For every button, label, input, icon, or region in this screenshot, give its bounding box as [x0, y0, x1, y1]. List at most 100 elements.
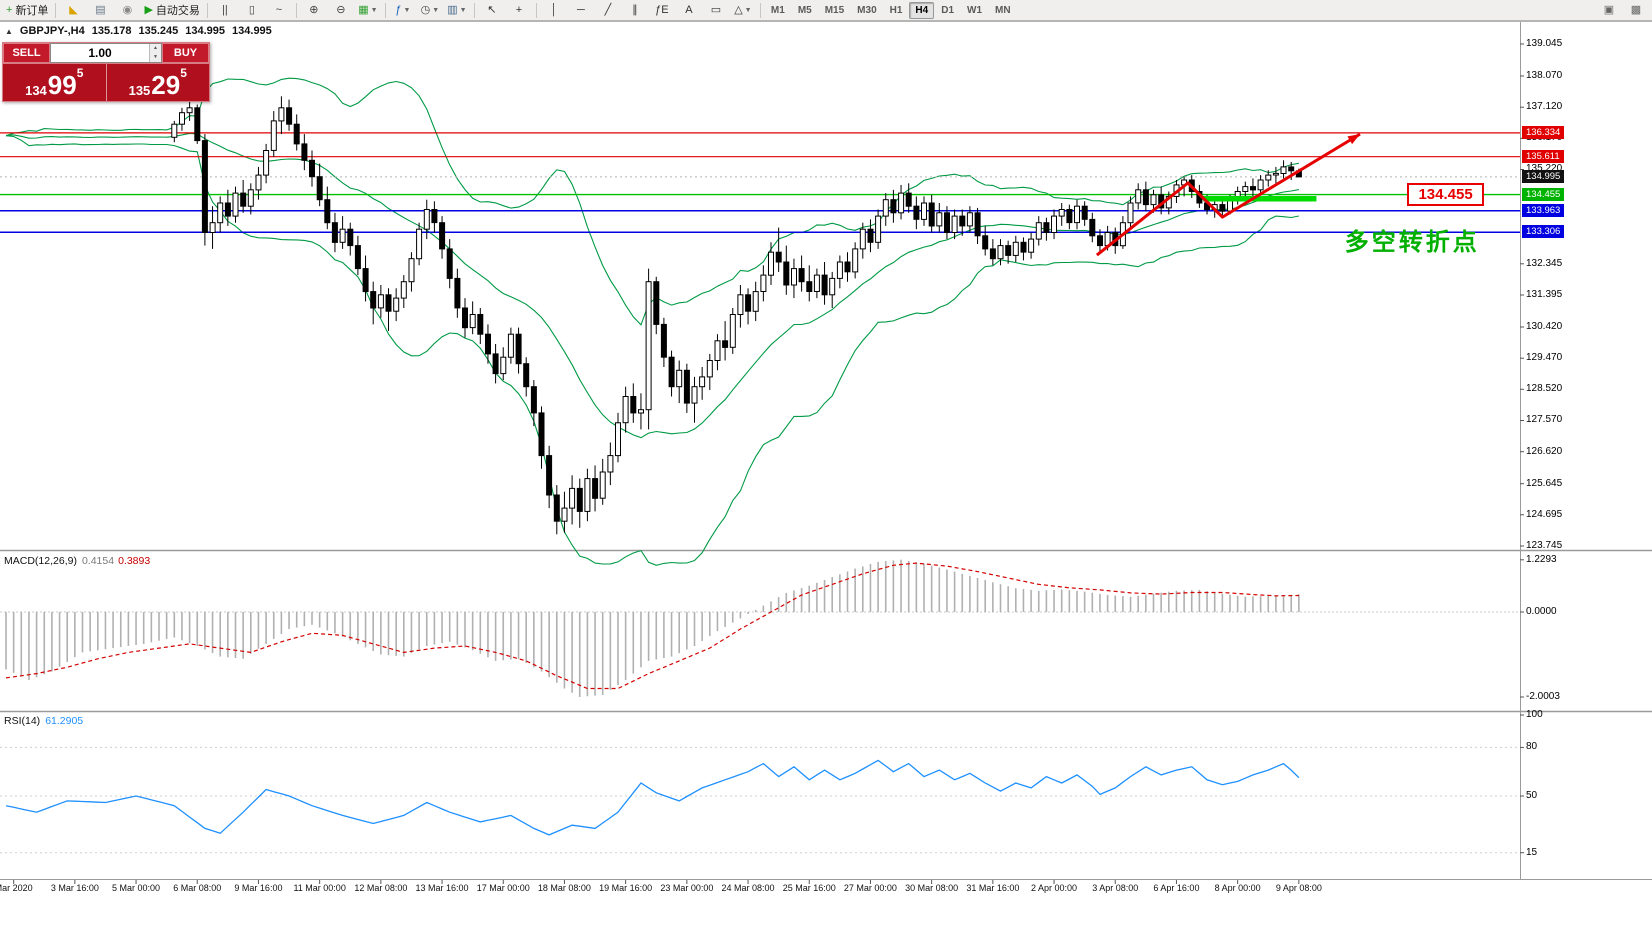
candle-body: [622, 396, 629, 424]
candle-body: [201, 140, 208, 234]
lot-decrease-button[interactable]: ▼: [150, 53, 161, 62]
line-chart-button[interactable]: ~: [266, 0, 292, 20]
lot-value[interactable]: 1.00: [88, 46, 112, 60]
rsi-label: RSI(14) 61.2905: [4, 715, 83, 727]
turning-point-note[interactable]: 多空转折点: [1344, 228, 1480, 256]
price-divider: [105, 64, 107, 101]
candle-body: [951, 215, 958, 234]
timeframe-m15[interactable]: M15: [824, 4, 845, 16]
trendline-button[interactable]: ╱: [595, 0, 621, 20]
price-badge-136.334: 136.334: [1522, 125, 1565, 139]
candle-body: [462, 307, 468, 329]
candle-body: [752, 291, 759, 312]
timeframe-m1[interactable]: M1: [770, 4, 785, 16]
hline-button[interactable]: ─: [568, 0, 594, 20]
macd-signal-line: [5, 562, 1299, 690]
crosshair-button[interactable]: +: [506, 0, 532, 20]
candle-body: [852, 248, 859, 273]
rsi-axis-label: 15: [1526, 846, 1538, 858]
candle-body: [913, 205, 920, 220]
candle-body: [821, 274, 828, 296]
channel-button[interactable]: ∥: [622, 0, 648, 20]
toolbar-separator: [759, 2, 761, 18]
buy-button[interactable]: BUY: [162, 43, 209, 63]
price-badge-135.611: 135.611: [1522, 149, 1564, 163]
new-order-button[interactable]: + 新订单: [3, 0, 51, 20]
window-cascade-button[interactable]: ▩: [1623, 0, 1649, 20]
print-icon: ▤: [95, 4, 106, 16]
candle-body: [1043, 222, 1050, 233]
window-tile-button[interactable]: ▣: [1596, 0, 1622, 20]
candle-body: [217, 202, 224, 224]
price-badge-133.963: 133.963: [1522, 203, 1565, 217]
candle-body: [775, 251, 782, 263]
info-button[interactable]: ◉: [114, 0, 140, 20]
zoom-out-button[interactable]: ⊖: [328, 0, 354, 20]
timeframe-w1[interactable]: W1: [967, 4, 983, 16]
candle-body: [898, 192, 905, 214]
candle-chart-button[interactable]: ▯: [239, 0, 265, 20]
templates-button[interactable]: ▥ ▼: [444, 0, 470, 20]
macd-axis-label: -2.0003: [1526, 691, 1560, 702]
time-axis-label: 3 Mar 16:00: [50, 883, 99, 893]
dropdown-caret-icon: ▼: [403, 6, 411, 14]
price-badge-134.455: 134.455: [1522, 187, 1565, 201]
time-axis-label: 5 Mar 00:00: [112, 883, 161, 893]
candle-body: [301, 143, 308, 161]
candle-body: [928, 202, 935, 227]
candle-body: [523, 363, 530, 388]
new-order-icon: +: [6, 4, 13, 16]
buy-price-button[interactable]: 135 29 5: [107, 64, 210, 101]
candle-body: [530, 386, 537, 414]
shapes-button[interactable]: △ ▼: [730, 0, 756, 20]
horn-icon-button[interactable]: ◣: [60, 0, 86, 20]
timeframe-m5[interactable]: M5: [797, 4, 812, 16]
candle-body: [836, 261, 843, 279]
horn-icon-icon: ◣: [69, 4, 78, 16]
lot-size-field[interactable]: 1.00 ▲ ▼: [50, 43, 162, 63]
vline-icon: │: [550, 4, 558, 16]
zoom-in-button[interactable]: ⊕: [301, 0, 327, 20]
price-flag-annotation[interactable]: 134.455: [1407, 183, 1484, 207]
new-chart-button[interactable]: ▦ ▼: [355, 0, 381, 20]
time-axis-label: Mar 2020: [0, 883, 33, 893]
candle-body: [286, 107, 293, 125]
label-button[interactable]: ▭: [703, 0, 729, 20]
time-axis-label: 12 Mar 08:00: [354, 883, 408, 893]
candle-body: [959, 215, 966, 227]
lot-increase-button[interactable]: ▲: [150, 44, 161, 53]
auto-trading-button[interactable]: ▶ 自动交易: [141, 0, 202, 20]
macd-axis-label: 0.0000: [1526, 606, 1557, 617]
candle-body: [645, 281, 652, 411]
candle-body: [186, 107, 193, 114]
candle-body: [966, 212, 973, 227]
bar-chart-icon: ||: [222, 4, 228, 16]
toolbar-separator: [206, 2, 208, 18]
cursor-button[interactable]: ↖: [479, 0, 505, 20]
timeframe-h4[interactable]: H4: [909, 1, 935, 19]
vline-button[interactable]: │: [541, 0, 567, 20]
bar-chart-button[interactable]: ||: [212, 0, 238, 20]
candle-body: [507, 333, 514, 358]
sell-price-button[interactable]: 134 99 5: [3, 64, 106, 101]
toolbar-separator: [535, 2, 537, 18]
one-click-toggle-icon[interactable]: ▲: [5, 26, 13, 36]
candle-body: [592, 478, 599, 499]
periods-button[interactable]: ◷ ▼: [417, 0, 443, 20]
timeframe-d1[interactable]: D1: [941, 4, 955, 16]
candle-body: [683, 369, 690, 404]
timeframe-h1[interactable]: H1: [889, 4, 903, 16]
candle-body: [454, 277, 461, 309]
timeframe-mn[interactable]: MN: [995, 4, 1011, 16]
sell-button[interactable]: SELL: [3, 43, 50, 63]
templates-icon: ▥: [447, 4, 458, 16]
fibo-button[interactable]: ƒE: [649, 0, 675, 20]
time-axis-label: 2 Apr 00:00: [1031, 883, 1078, 893]
candle-body: [875, 215, 882, 243]
print-button[interactable]: ▤: [87, 0, 113, 20]
trend-arrow-line[interactable]: [1095, 132, 1361, 257]
candle-body: [798, 268, 805, 283]
text-button[interactable]: A: [676, 0, 702, 20]
timeframe-m30[interactable]: M30: [857, 4, 877, 16]
indicators-button[interactable]: ƒ ▼: [390, 0, 416, 20]
